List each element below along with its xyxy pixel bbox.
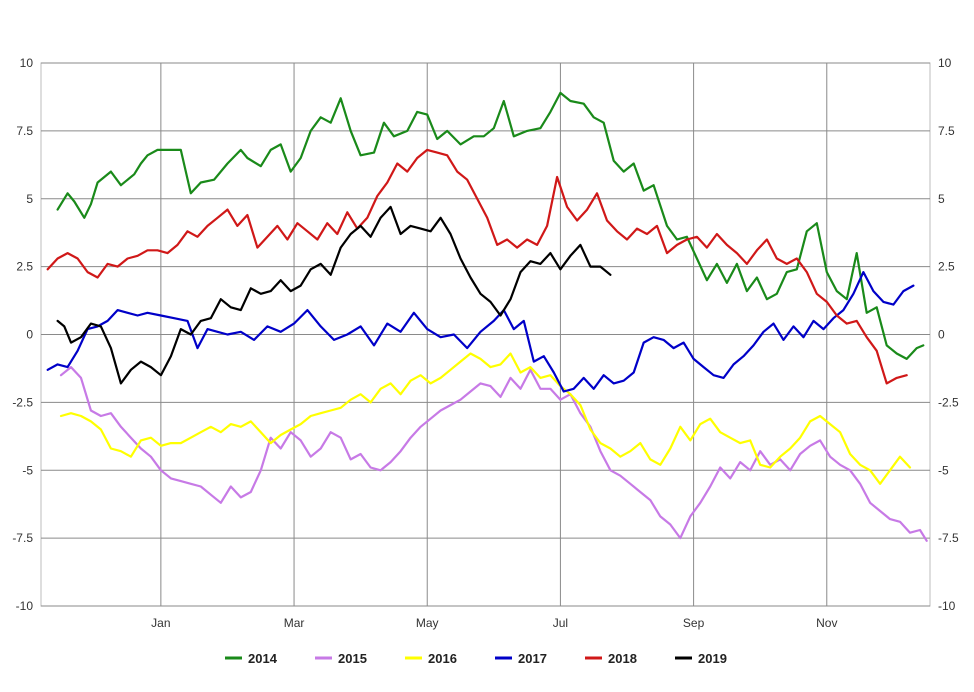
y-axis-left: 10 7.5 5 2.5 0 -2.5 -5 -7.5 -10 bbox=[12, 56, 33, 613]
y-tick-label-right: -2.5 bbox=[938, 395, 959, 409]
series-lines bbox=[46, 91, 928, 542]
y-tick-label-right: -7.5 bbox=[938, 531, 959, 545]
x-tick-label: Jul bbox=[553, 616, 568, 630]
legend-label: 2014 bbox=[248, 651, 278, 666]
series-line-2014 bbox=[56, 91, 925, 360]
series-line-2018 bbox=[46, 148, 908, 385]
y-tick-label-left: -2.5 bbox=[12, 395, 33, 409]
series-line-2019 bbox=[56, 205, 612, 385]
y-tick-label-left: -7.5 bbox=[12, 531, 33, 545]
legend-item-2019[interactable]: 2019 bbox=[675, 651, 727, 666]
series-line-2015 bbox=[59, 366, 928, 542]
x-axis: Jan Mar May Jul Sep Nov bbox=[151, 616, 837, 630]
grid bbox=[40, 62, 931, 607]
y-tick-label-left: 2.5 bbox=[16, 260, 33, 274]
series-line-2017 bbox=[46, 271, 915, 393]
y-tick-label-left: 5 bbox=[26, 192, 33, 206]
y-tick-label-left: 7.5 bbox=[16, 124, 33, 138]
x-tick-label: Nov bbox=[816, 616, 837, 630]
legend-label: 2015 bbox=[338, 651, 367, 666]
y-tick-label-right: -5 bbox=[938, 463, 949, 477]
y-tick-label-right: 0 bbox=[938, 328, 945, 342]
y-tick-label-left: 10 bbox=[20, 56, 34, 70]
legend-label: 2018 bbox=[608, 651, 637, 666]
legend-item-2018[interactable]: 2018 bbox=[585, 651, 637, 666]
y-tick-label-left: -10 bbox=[16, 599, 34, 613]
x-tick-label: May bbox=[416, 616, 439, 630]
series-line-2016 bbox=[59, 352, 912, 485]
x-tick-label: Mar bbox=[284, 616, 305, 630]
y-tick-label-left: -5 bbox=[22, 463, 33, 477]
y-axis-right: 10 7.5 5 2.5 0 -2.5 -5 -7.5 -10 bbox=[938, 56, 959, 613]
legend-item-2015[interactable]: 2015 bbox=[315, 651, 367, 666]
legend-label: 2017 bbox=[518, 651, 547, 666]
y-tick-label-right: 10 bbox=[938, 56, 952, 70]
legend: 2014 2015 2016 2017 2018 2019 bbox=[225, 651, 727, 666]
legend-item-2014[interactable]: 2014 bbox=[225, 651, 278, 666]
legend-item-2016[interactable]: 2016 bbox=[405, 651, 457, 666]
y-tick-label-right: 5 bbox=[938, 192, 945, 206]
legend-label: 2016 bbox=[428, 651, 457, 666]
legend-item-2017[interactable]: 2017 bbox=[495, 651, 547, 666]
x-tick-label: Sep bbox=[683, 616, 705, 630]
legend-label: 2019 bbox=[698, 651, 727, 666]
x-tick-label: Jan bbox=[151, 616, 170, 630]
y-tick-label-right: -10 bbox=[938, 599, 956, 613]
y-tick-label-right: 7.5 bbox=[938, 124, 955, 138]
y-tick-label-right: 2.5 bbox=[938, 260, 955, 274]
y-tick-label-left: 0 bbox=[26, 328, 33, 342]
